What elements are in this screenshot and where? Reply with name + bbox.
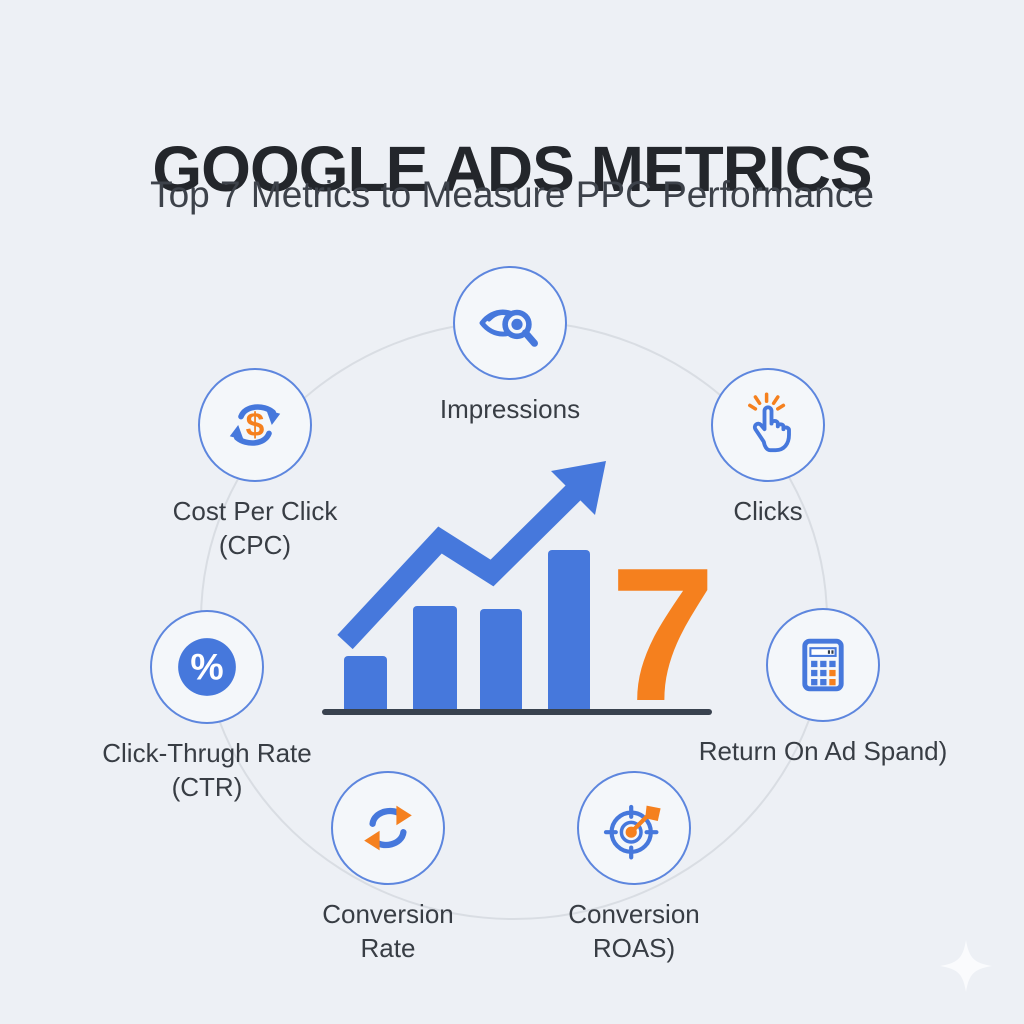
metric-circle: % (150, 610, 264, 724)
number-seven: 7 (610, 529, 716, 741)
metric-label: Return On Ad Spand) (698, 736, 948, 766)
growth-bar-chart-illustration (322, 461, 712, 715)
trend-arrow-line (337, 482, 584, 650)
calculator-icon (802, 638, 844, 692)
metric-ctr: % Click-Thrugh Rate (CTR) (57, 610, 357, 804)
metric-cpc: $ Cost Per Click (CPC) (105, 368, 405, 562)
metric-circle (453, 266, 567, 380)
tap-hand-icon (748, 392, 791, 453)
sparkle-icon (940, 940, 992, 992)
metric-impressions: Impressions (360, 266, 660, 426)
metric-label: Clicks (733, 496, 803, 526)
target-dart-icon (603, 804, 661, 860)
chart-baseline (322, 709, 712, 715)
metric-label-line2: (CPC) (218, 530, 292, 560)
metric-circle (766, 608, 880, 722)
metric-label-line2: Rate (360, 933, 416, 963)
dollar-symbol: $ (246, 407, 265, 444)
metric-circle (711, 368, 825, 482)
metric-circle (331, 771, 445, 885)
cycle-arrows-icon (364, 805, 412, 851)
metric-label-line2: ROAS) (592, 933, 676, 963)
metric-label: Click-Thrugh Rate (102, 738, 312, 768)
eye-magnifier-icon (479, 309, 538, 347)
metric-roas-calculator: Return On Ad Spand) (673, 608, 973, 768)
metric-label: Cost Per Click (172, 496, 338, 526)
percent-symbol: % (190, 645, 223, 687)
metric-conversion-rate: Conversion Rate (238, 771, 538, 965)
dollar-cycle-icon: $ (229, 404, 281, 446)
page-title: GOOGLE ADS METRICS (152, 132, 872, 205)
metric-label: Conversion (322, 899, 454, 929)
metric-label: Impressions (439, 394, 581, 424)
metric-circle (577, 771, 691, 885)
percent-badge-icon: % (178, 638, 236, 696)
trend-arrow-head (551, 461, 606, 515)
metric-label: Conversion (568, 899, 700, 929)
metric-clicks: Clicks (618, 368, 918, 528)
metric-label-line2: (CTR) (171, 772, 243, 802)
metric-circle: $ (198, 368, 312, 482)
page-subtitle: Top 7 Metrics to Measure PPC Performance (150, 174, 874, 215)
metric-conversion-roas: Conversion ROAS) (484, 771, 784, 965)
